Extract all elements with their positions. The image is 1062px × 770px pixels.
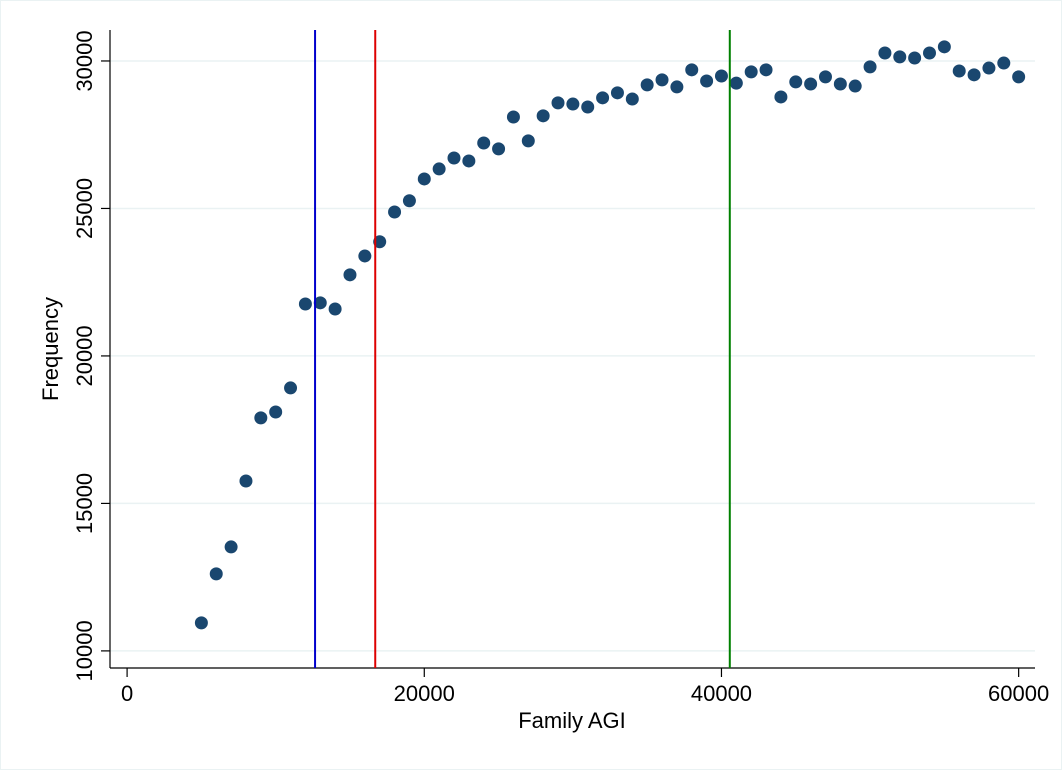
point <box>284 381 298 395</box>
point <box>744 65 758 79</box>
point <box>506 110 520 124</box>
point <box>804 77 818 91</box>
y-tick-label: 10000 <box>72 620 97 681</box>
x-tick-label: 0 <box>121 681 133 706</box>
point <box>269 405 283 419</box>
x-tick-label: 60000 <box>988 681 1049 706</box>
point <box>670 80 684 94</box>
point <box>908 51 922 65</box>
y-tick-label: 30000 <box>72 30 97 91</box>
point <box>432 162 446 176</box>
point <box>596 91 610 105</box>
point <box>655 73 669 87</box>
point <box>774 90 788 104</box>
point <box>729 76 743 90</box>
point <box>982 61 996 75</box>
point <box>878 46 892 60</box>
y-tick-label: 15000 <box>72 473 97 534</box>
point <box>640 78 654 92</box>
point <box>581 100 595 114</box>
point <box>685 63 699 77</box>
point <box>759 63 773 77</box>
point <box>566 97 580 111</box>
point <box>388 205 402 219</box>
point <box>254 411 268 425</box>
point <box>373 235 387 249</box>
point <box>477 136 491 150</box>
point <box>967 68 981 82</box>
x-axis-label: Family AGI <box>518 708 626 733</box>
point <box>863 60 877 74</box>
point <box>343 268 357 282</box>
point <box>610 86 624 100</box>
point <box>328 302 342 316</box>
point <box>536 109 550 123</box>
point <box>417 172 431 186</box>
point <box>224 540 238 554</box>
point <box>922 46 936 60</box>
y-axis-label: Frequency <box>38 297 63 401</box>
point <box>952 64 966 78</box>
point <box>848 79 862 93</box>
point <box>358 249 372 263</box>
point <box>521 134 535 148</box>
point <box>447 151 461 165</box>
y-tick-label: 25000 <box>72 178 97 239</box>
x-tick-label: 40000 <box>691 681 752 706</box>
point <box>833 77 847 91</box>
point <box>492 142 506 156</box>
point <box>551 96 565 110</box>
point <box>313 296 327 310</box>
x-tick-label: 20000 <box>394 681 455 706</box>
point <box>937 40 951 54</box>
point <box>402 194 416 208</box>
point <box>789 75 803 89</box>
point <box>714 69 728 83</box>
point <box>239 474 253 488</box>
point <box>298 297 312 311</box>
point <box>997 56 1011 70</box>
point <box>209 567 223 581</box>
point <box>194 616 208 630</box>
point <box>893 50 907 64</box>
point <box>1012 70 1026 84</box>
point <box>625 92 639 106</box>
y-tick-label: 20000 <box>72 325 97 386</box>
point <box>462 154 476 168</box>
point <box>818 70 832 84</box>
point <box>700 74 714 88</box>
